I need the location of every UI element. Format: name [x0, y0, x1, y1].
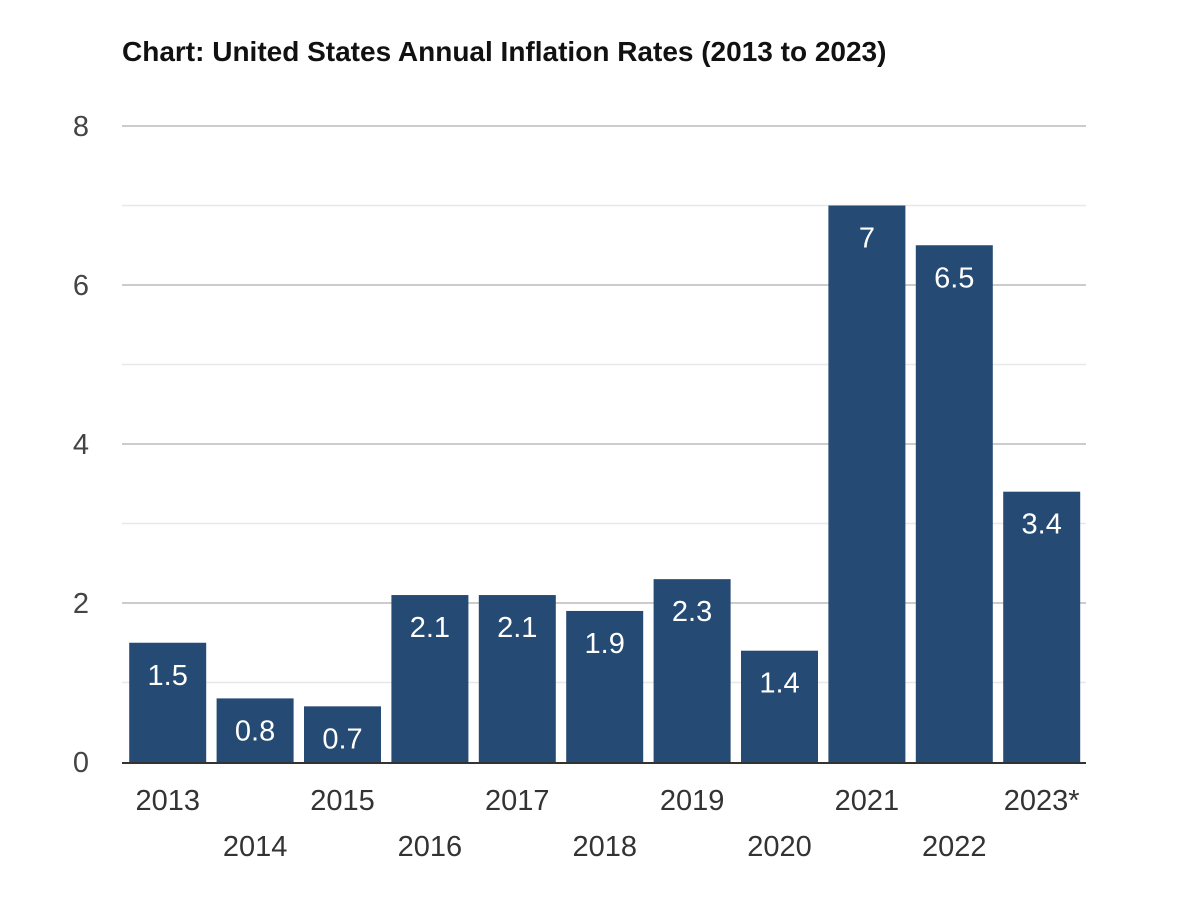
x-tick-label: 2017	[485, 785, 550, 817]
y-tick-label: 6	[73, 270, 89, 302]
bar	[304, 706, 381, 762]
x-tick-label: 2013	[135, 785, 200, 817]
x-tick-label: 2016	[398, 831, 463, 863]
y-tick-label: 4	[73, 429, 89, 461]
bar-value-label: 2.1	[497, 612, 537, 644]
bar	[129, 642, 207, 762]
bar-value-label: 1.4	[759, 668, 799, 700]
x-tick-label: 2015	[310, 785, 375, 817]
bar-value-label: 6.5	[934, 262, 974, 294]
bar-value-label: 1.9	[585, 628, 625, 660]
y-tick-label: 8	[73, 111, 89, 143]
bar-value-label: 2.3	[672, 596, 712, 628]
bar	[391, 595, 469, 762]
bar	[653, 579, 731, 762]
bar	[741, 650, 818, 762]
bar	[915, 245, 993, 762]
bar	[216, 698, 294, 762]
bar	[1003, 491, 1081, 762]
y-tick-label: 0	[73, 747, 89, 779]
x-tick-label: 2014	[223, 831, 288, 863]
chart-title: Chart: United States Annual Inflation Ra…	[122, 36, 887, 67]
bar-value-label: 1.5	[148, 660, 188, 692]
y-axis-ticks: 0 2 4 6 8	[73, 111, 89, 779]
x-tick-label: 2018	[572, 831, 637, 863]
x-tick-label: 2023*	[1004, 785, 1080, 817]
bars	[129, 205, 1081, 762]
x-tick-label: 2021	[835, 785, 900, 817]
bar-value-label: 0.8	[235, 715, 275, 747]
x-axis-ticks: 2013 2014 2015 2016 2017 2018 2019 2020 2021 2022…	[135, 785, 1079, 863]
bar-value-label: 2.1	[410, 612, 450, 644]
bar	[828, 205, 906, 762]
x-tick-label: 2019	[660, 785, 725, 817]
y-tick-label: 2	[73, 588, 89, 620]
bar-value-label: 3.4	[1022, 509, 1062, 541]
bar	[478, 595, 556, 762]
bar-value-label: 0.7	[322, 723, 362, 755]
x-tick-label: 2020	[747, 831, 812, 863]
bar	[566, 610, 644, 762]
x-tick-label: 2022	[922, 831, 987, 863]
bar-value-label: 7	[859, 223, 875, 255]
data-labels: 1.5 0.8 0.7 2.1 2.1 1.9 2.3 1.4 7 6.5 3.4	[148, 223, 1062, 756]
